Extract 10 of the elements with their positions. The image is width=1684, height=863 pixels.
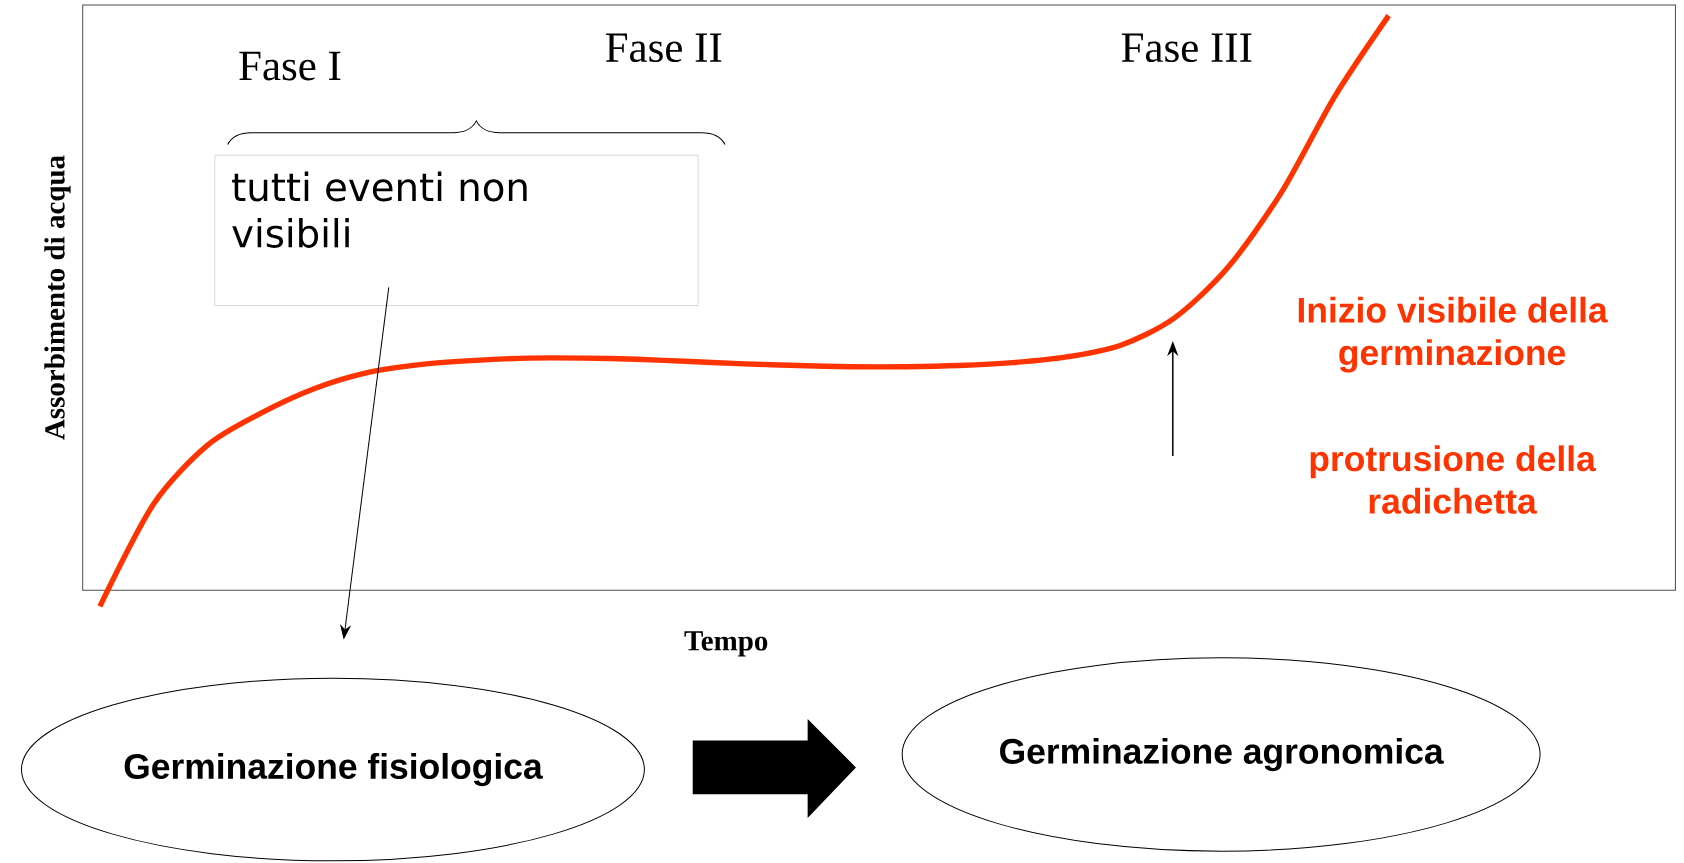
text: Germinazione fisiologica	[124, 752, 543, 787]
y-axis-title: Assorbimento di acqua	[44, 155, 71, 440]
text: Germinazione agronomica	[1000, 737, 1444, 772]
x-axis-title: Tempo	[684, 631, 768, 657]
annotation: protrusione della radichetta	[1310, 445, 1596, 514]
annotation: Fase I	[239, 51, 341, 81]
annotation: Inizio visibile della germinazione	[1298, 296, 1608, 373]
annotation: tutti eventi non visibili	[232, 171, 527, 248]
annotation: Fase III	[1121, 33, 1252, 63]
annotation: Fase II	[605, 33, 722, 63]
